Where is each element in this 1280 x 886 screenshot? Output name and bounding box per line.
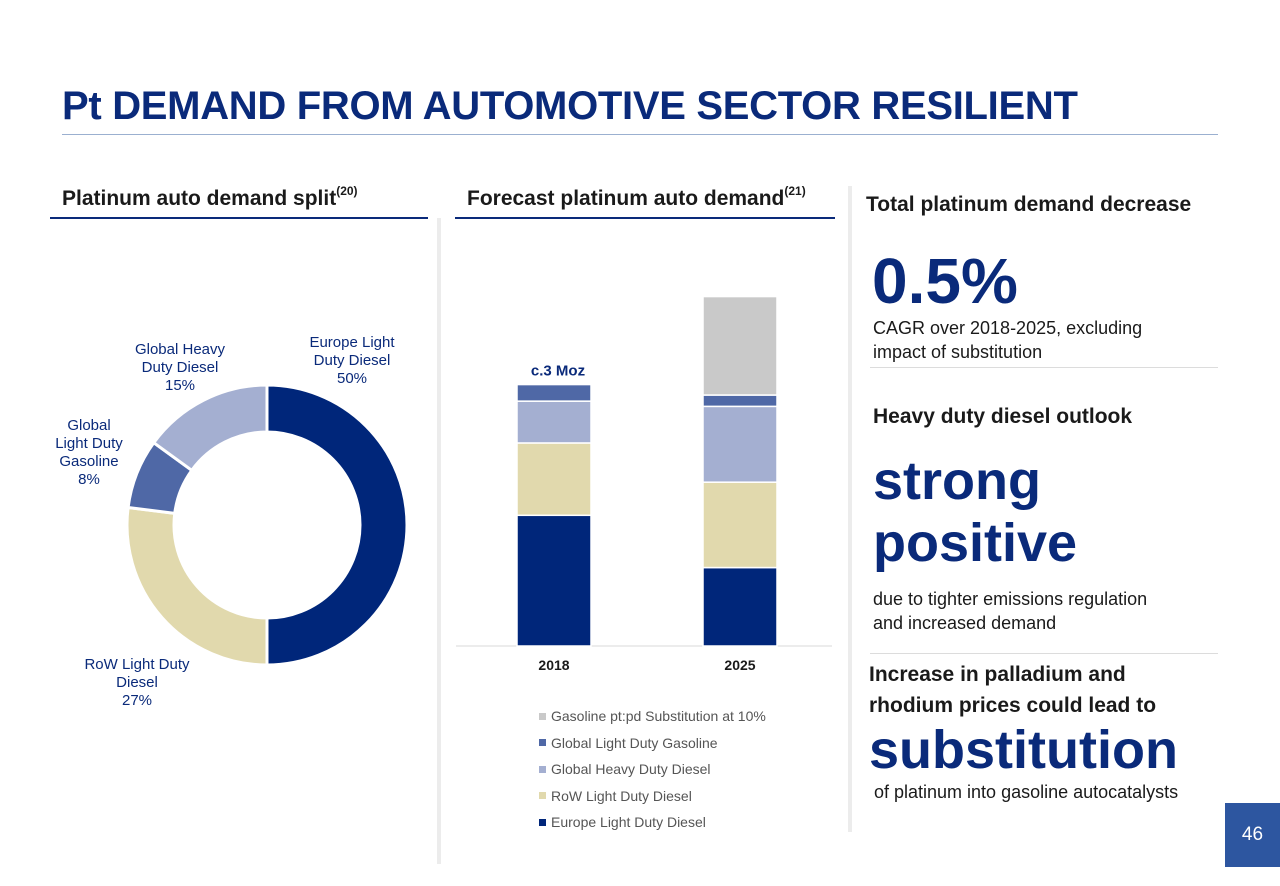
bar-segment-2025-global-light-duty-gasoline	[702, 394, 778, 408]
legend-item: Global Light Duty Gasoline	[539, 730, 766, 757]
bar-segment-2018-row-light-duty-diesel	[516, 442, 592, 517]
right-divider-2	[870, 653, 1218, 654]
pie-label-global-hd-diesel: Global Heavy Duty Diesel 15%	[120, 341, 240, 395]
hdd-line: and increased demand	[873, 613, 1057, 633]
cagr-figure: 0.5%	[872, 245, 1018, 317]
substitution-heading-line: rhodium prices could lead to	[869, 694, 1157, 717]
hdd-outlook-heading: Heavy duty diesel outlook	[873, 405, 1133, 428]
pie-label-europe-ld-diesel: Europe Light Duty Diesel 50%	[292, 334, 412, 388]
page-title: Pt DEMAND FROM AUTOMOTIVE SECTOR RESILIE…	[62, 84, 1078, 128]
substitution-word: substitution	[869, 720, 1178, 780]
pie-label-line: Europe Light	[309, 334, 395, 351]
legend-label: RoW Light Duty Diesel	[551, 787, 692, 804]
page-number: 46	[1225, 803, 1280, 867]
legend-swatch	[539, 818, 546, 826]
bar-heading-text: Forecast platinum auto demand	[467, 187, 785, 210]
substitution-heading: Increase in palladium and rhodium prices…	[869, 659, 1156, 721]
bar-segment-2018-global-light-duty-gasoline	[516, 383, 592, 402]
hdd-word-strong: strong	[873, 451, 1041, 511]
legend-item: Global Heavy Duty Diesel	[539, 756, 766, 783]
donut-slice-global-heavy-duty-diesel	[151, 383, 269, 473]
x-tick-label-2018: 2018	[538, 657, 569, 673]
pie-heading-rule	[50, 217, 428, 219]
pie-label-line: Gasoline	[59, 453, 119, 470]
legend-label: Europe Light Duty Diesel	[551, 814, 706, 831]
pie-label-row-ld-diesel: RoW Light Duty Diesel 27%	[62, 656, 212, 710]
bar-annotation-total-2018: c.3 Moz	[531, 363, 585, 380]
legend-item: Europe Light Duty Diesel	[539, 809, 766, 836]
hdd-description: due to tighter emissions regulation and …	[873, 587, 1147, 635]
substitution-heading-line: Increase in palladium and	[869, 663, 1126, 686]
pie-label-line: 15%	[164, 377, 196, 394]
legend-swatch	[539, 712, 546, 720]
legend-swatch	[539, 792, 546, 800]
bar-section-heading: Forecast platinum auto demand(21)	[467, 184, 806, 211]
donut-chart	[125, 383, 409, 667]
pie-label-line: Diesel	[116, 674, 158, 691]
bar-heading-note: (21)	[784, 184, 806, 198]
title-divider	[62, 134, 1218, 135]
cagr-line: impact of substitution	[873, 342, 1043, 362]
bar-segment-2025-europe-light-duty-diesel	[702, 566, 778, 647]
bar-heading-rule	[455, 217, 835, 219]
pie-label-line: RoW Light Duty	[84, 656, 190, 673]
pie-heading-note: (20)	[336, 184, 358, 198]
substitution-description: of platinum into gasoline autocatalysts	[874, 782, 1179, 802]
hdd-line: due to tighter emissions regulation	[873, 589, 1148, 609]
panel-separator-right	[848, 186, 852, 832]
legend-item: RoW Light Duty Diesel	[539, 783, 766, 810]
decrease-heading: Total platinum demand decrease	[866, 193, 1192, 216]
legend-label: Global Light Duty Gasoline	[551, 734, 718, 751]
stacked-bar-chart: 2018 c.3 Moz 2025	[456, 295, 832, 673]
hdd-word-positive: positive	[873, 513, 1078, 573]
right-divider-1	[870, 367, 1218, 368]
bar-segment-2025-global-heavy-duty-diesel	[702, 405, 778, 483]
pie-label-line: Light Duty	[55, 435, 123, 452]
cagr-line: CAGR over 2018-2025, excluding	[873, 318, 1143, 338]
panel-separator-left	[437, 218, 441, 864]
legend-swatch	[539, 739, 546, 747]
bar-chart-legend: Gasoline pt:pd Substitution at 10% Globa…	[539, 703, 766, 836]
bar-segment-2025-gasoline-pt-pd-substitution-at-10	[702, 295, 778, 396]
pie-label-line: 50%	[336, 370, 368, 387]
cagr-description: CAGR over 2018-2025, excluding impact of…	[873, 316, 1142, 364]
pie-label-line: 8%	[78, 471, 100, 488]
donut-slice-europe-light-duty-diesel	[265, 383, 409, 667]
legend-label: Global Heavy Duty Diesel	[551, 761, 711, 778]
bar-segment-2018-europe-light-duty-diesel	[516, 514, 592, 647]
pie-heading-text: Platinum auto demand split	[62, 187, 337, 210]
legend-item: Gasoline pt:pd Substitution at 10%	[539, 703, 766, 730]
pie-label-line: Duty Diesel	[141, 359, 219, 376]
bar-segment-2018-global-heavy-duty-diesel	[516, 400, 592, 444]
legend-label: Gasoline pt:pd Substitution at 10%	[551, 708, 766, 725]
pie-label-global-ld-gasoline: Global Light Duty Gasoline 8%	[44, 417, 134, 489]
donut-slice-row-light-duty-diesel	[125, 505, 269, 667]
legend-swatch	[539, 765, 546, 773]
pie-label-line: Global Heavy	[134, 341, 226, 358]
pie-label-line: Global	[67, 417, 111, 434]
x-tick-label-2025: 2025	[724, 657, 755, 673]
pie-label-line: Duty Diesel	[313, 352, 391, 369]
pie-section-heading: Platinum auto demand split(20)	[62, 184, 358, 211]
pie-label-line: 27%	[121, 692, 153, 709]
bar-segment-2025-row-light-duty-diesel	[702, 481, 778, 569]
